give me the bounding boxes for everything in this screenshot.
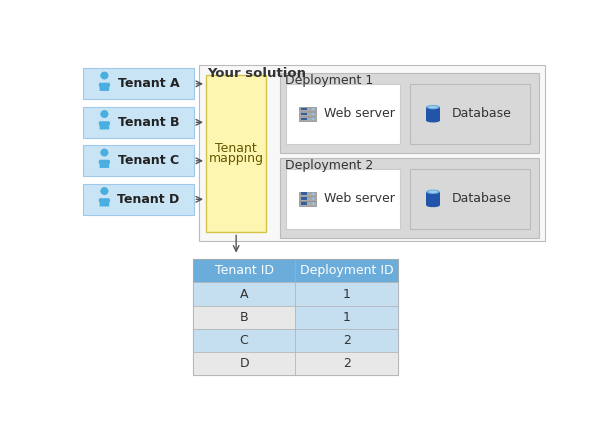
Circle shape	[100, 149, 108, 157]
Bar	[426, 107, 440, 121]
Ellipse shape	[99, 154, 110, 162]
Bar	[193, 260, 296, 282]
Ellipse shape	[99, 77, 110, 85]
Bar	[301, 197, 307, 200]
Bar	[286, 84, 400, 144]
Circle shape	[100, 149, 108, 157]
FancyBboxPatch shape	[100, 121, 109, 130]
Bar	[299, 192, 316, 196]
Text: B: B	[240, 311, 248, 323]
Text: Tenant B: Tenant B	[118, 116, 179, 129]
Ellipse shape	[426, 190, 440, 194]
Bar	[301, 202, 307, 205]
Bar	[299, 196, 316, 201]
Bar	[301, 118, 307, 120]
Bar	[83, 107, 193, 138]
Text: Deployment 1: Deployment 1	[285, 74, 373, 87]
Text: 1: 1	[343, 311, 351, 323]
Text: Tenant ID: Tenant ID	[215, 264, 274, 278]
Circle shape	[312, 118, 315, 120]
Bar	[206, 75, 266, 233]
Text: Tenant A: Tenant A	[118, 77, 179, 91]
Bar	[193, 260, 398, 375]
Ellipse shape	[428, 190, 438, 193]
Ellipse shape	[99, 192, 110, 200]
Text: Your solution: Your solution	[207, 66, 307, 79]
Ellipse shape	[426, 105, 440, 109]
Bar	[426, 192, 440, 205]
Bar	[299, 202, 316, 205]
Text: mapping: mapping	[209, 152, 264, 166]
Circle shape	[100, 110, 108, 118]
Text: Tenant D: Tenant D	[118, 193, 180, 206]
Ellipse shape	[99, 196, 110, 205]
Bar	[83, 184, 193, 215]
Bar	[296, 352, 398, 375]
Text: 2: 2	[343, 357, 351, 370]
Circle shape	[312, 193, 315, 195]
Text: Database: Database	[452, 107, 512, 121]
Bar	[301, 193, 307, 195]
Bar	[296, 282, 398, 305]
Circle shape	[100, 187, 108, 195]
Bar	[193, 329, 296, 352]
Circle shape	[100, 72, 108, 79]
Text: 2: 2	[343, 334, 351, 347]
Bar	[199, 65, 545, 241]
FancyBboxPatch shape	[100, 160, 109, 168]
Circle shape	[312, 202, 315, 205]
Bar	[301, 113, 307, 115]
Text: Tenant: Tenant	[215, 142, 257, 155]
Text: A: A	[240, 287, 248, 301]
Bar	[296, 329, 398, 352]
Ellipse shape	[426, 119, 440, 122]
Circle shape	[100, 110, 108, 118]
Text: Database: Database	[452, 192, 512, 205]
Bar	[193, 352, 296, 375]
Ellipse shape	[99, 158, 110, 166]
Ellipse shape	[99, 115, 110, 124]
Bar	[301, 108, 307, 110]
Text: C: C	[240, 334, 248, 347]
Bar	[296, 305, 398, 329]
Circle shape	[100, 187, 108, 195]
Text: Web server: Web server	[324, 107, 395, 121]
Bar	[280, 73, 539, 153]
Circle shape	[100, 72, 108, 79]
Text: Web server: Web server	[324, 192, 395, 205]
Bar	[193, 282, 296, 305]
Bar	[286, 169, 400, 229]
FancyBboxPatch shape	[100, 198, 109, 206]
Circle shape	[312, 113, 315, 115]
Circle shape	[312, 108, 315, 110]
FancyBboxPatch shape	[100, 83, 109, 91]
Bar	[410, 84, 530, 144]
Ellipse shape	[428, 106, 438, 109]
Bar	[299, 112, 316, 116]
Bar	[296, 260, 398, 282]
Text: Deployment 2: Deployment 2	[285, 159, 373, 172]
Ellipse shape	[99, 81, 110, 89]
Bar	[299, 107, 316, 111]
Text: D: D	[239, 357, 249, 370]
Ellipse shape	[426, 203, 440, 207]
Text: Deployment ID: Deployment ID	[300, 264, 394, 278]
Text: Tenant C: Tenant C	[118, 154, 179, 167]
Bar	[193, 305, 296, 329]
Bar	[280, 158, 539, 238]
Bar	[299, 117, 316, 121]
Ellipse shape	[99, 119, 110, 127]
Text: 1: 1	[343, 287, 351, 301]
Circle shape	[312, 197, 315, 200]
Bar	[83, 68, 193, 99]
Bar	[83, 145, 193, 176]
Bar	[410, 169, 530, 229]
